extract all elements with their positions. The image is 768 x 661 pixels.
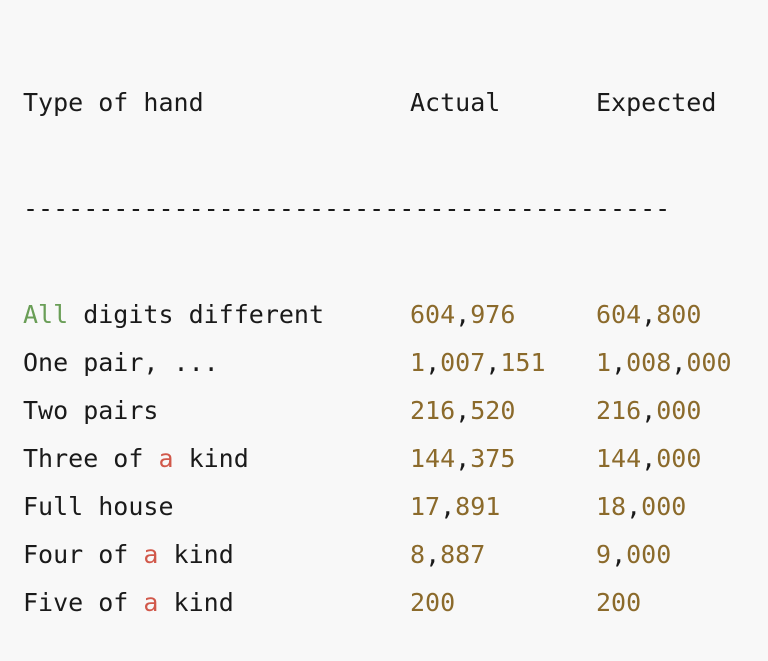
number-digits: 144 — [410, 444, 456, 473]
number-digits: 375 — [470, 444, 516, 473]
expected-count: 144,000 — [596, 440, 701, 488]
number-separator: , — [455, 300, 471, 329]
number-separator: , — [611, 540, 627, 569]
number-digits: 891 — [455, 492, 501, 521]
hand-type-part: One pair, ... — [23, 348, 219, 377]
number-separator: , — [440, 492, 456, 521]
number-digits: 151 — [500, 348, 546, 377]
hand-type-part: Full house — [23, 492, 174, 521]
expected-count: 18,000 — [596, 488, 686, 536]
number-separator: , — [485, 348, 501, 377]
hand-type-part: kind — [158, 588, 234, 617]
number-digits: 144 — [596, 444, 642, 473]
hand-type: Five of a kind — [23, 584, 410, 632]
header-row: Type of hand Actual Expected — [23, 84, 732, 132]
actual-count: 200 — [410, 584, 596, 632]
hand-type-part: digits different — [68, 300, 325, 329]
expected-count: 200 — [596, 584, 641, 632]
expected-count: 604,800 — [596, 296, 701, 344]
number-separator: , — [641, 300, 657, 329]
number-digits: 8 — [410, 540, 426, 569]
actual-count: 604,976 — [410, 296, 596, 344]
number-digits: 216 — [596, 396, 642, 425]
hand-type: Three of a kind — [23, 440, 410, 488]
hand-type: All digits different — [23, 296, 410, 344]
number-separator: , — [641, 444, 657, 473]
number-separator: , — [641, 396, 657, 425]
number-digits: 000 — [656, 444, 702, 473]
expected-count: 9,000 — [596, 536, 671, 584]
hand-type-part: a — [143, 540, 159, 569]
table-row: Two pairs 216,520 216,000 — [23, 392, 732, 440]
table-row: Five of a kind 200 200 — [23, 584, 732, 632]
number-digits: 1 — [596, 348, 612, 377]
hand-type-part: Two pairs — [23, 396, 159, 425]
hand-type-part: kind — [158, 540, 234, 569]
number-separator: , — [611, 348, 627, 377]
expected-count: 1,008,000 — [596, 344, 732, 392]
number-separator: , — [425, 348, 441, 377]
actual-count: 8,887 — [410, 536, 596, 584]
table-row: Full house 17,891 18,000 — [23, 488, 732, 536]
header-expected: Expected — [596, 88, 717, 117]
number-digits: 008 — [626, 348, 672, 377]
number-digits: 976 — [470, 300, 516, 329]
expected-count: 216,000 — [596, 392, 701, 440]
actual-count: 1,007,151 — [410, 344, 596, 392]
hand-type-part: Four of — [23, 540, 144, 569]
number-separator: , — [671, 348, 687, 377]
header-actual: Actual — [410, 88, 501, 117]
number-digits: 200 — [596, 588, 642, 617]
number-digits: 18 — [596, 492, 627, 521]
hand-type-part: a — [158, 444, 174, 473]
table-row: Three of a kind 144,375 144,000 — [23, 440, 732, 488]
actual-count: 144,375 — [410, 440, 596, 488]
number-digits: 200 — [410, 588, 456, 617]
table-row: All digits different 604,976 604,800 — [23, 296, 732, 344]
header-type: Type of hand — [23, 88, 204, 117]
number-digits: 007 — [440, 348, 486, 377]
hand-type: Two pairs — [23, 392, 410, 440]
number-digits: 000 — [686, 348, 732, 377]
code-block: Type of hand Actual Expected -----------… — [23, 26, 732, 661]
hand-type-part: a — [143, 588, 159, 617]
number-digits: 9 — [596, 540, 612, 569]
table-body: All digits different 604,976 604,800 One pa… — [23, 296, 732, 632]
hand-type-part: Five of — [23, 588, 144, 617]
number-separator: , — [425, 540, 441, 569]
table-row: Four of a kind 8,887 9,000 — [23, 536, 732, 584]
number-digits: 17 — [410, 492, 441, 521]
hand-type: Full house — [23, 488, 410, 536]
number-separator: , — [626, 492, 642, 521]
number-digits: 520 — [470, 396, 516, 425]
table-row: One pair, ... 1,007,151 1,008,000 — [23, 344, 732, 392]
separator-line: ----------------------------------------… — [23, 194, 671, 223]
number-digits: 000 — [656, 396, 702, 425]
number-digits: 000 — [641, 492, 687, 521]
number-digits: 1 — [410, 348, 426, 377]
number-digits: 800 — [656, 300, 702, 329]
hand-type-part: kind — [173, 444, 249, 473]
number-digits: 216 — [410, 396, 456, 425]
separator-row: ----------------------------------------… — [23, 190, 732, 238]
hand-type-part: All — [23, 300, 69, 329]
number-digits: 604 — [596, 300, 642, 329]
number-digits: 887 — [440, 540, 486, 569]
hand-type-part: Three of — [23, 444, 159, 473]
actual-count: 17,891 — [410, 488, 596, 536]
actual-count: 216,520 — [410, 392, 596, 440]
number-digits: 000 — [626, 540, 672, 569]
number-digits: 604 — [410, 300, 456, 329]
number-separator: , — [455, 396, 471, 425]
hand-type: Four of a kind — [23, 536, 410, 584]
hand-type: One pair, ... — [23, 344, 410, 392]
number-separator: , — [455, 444, 471, 473]
